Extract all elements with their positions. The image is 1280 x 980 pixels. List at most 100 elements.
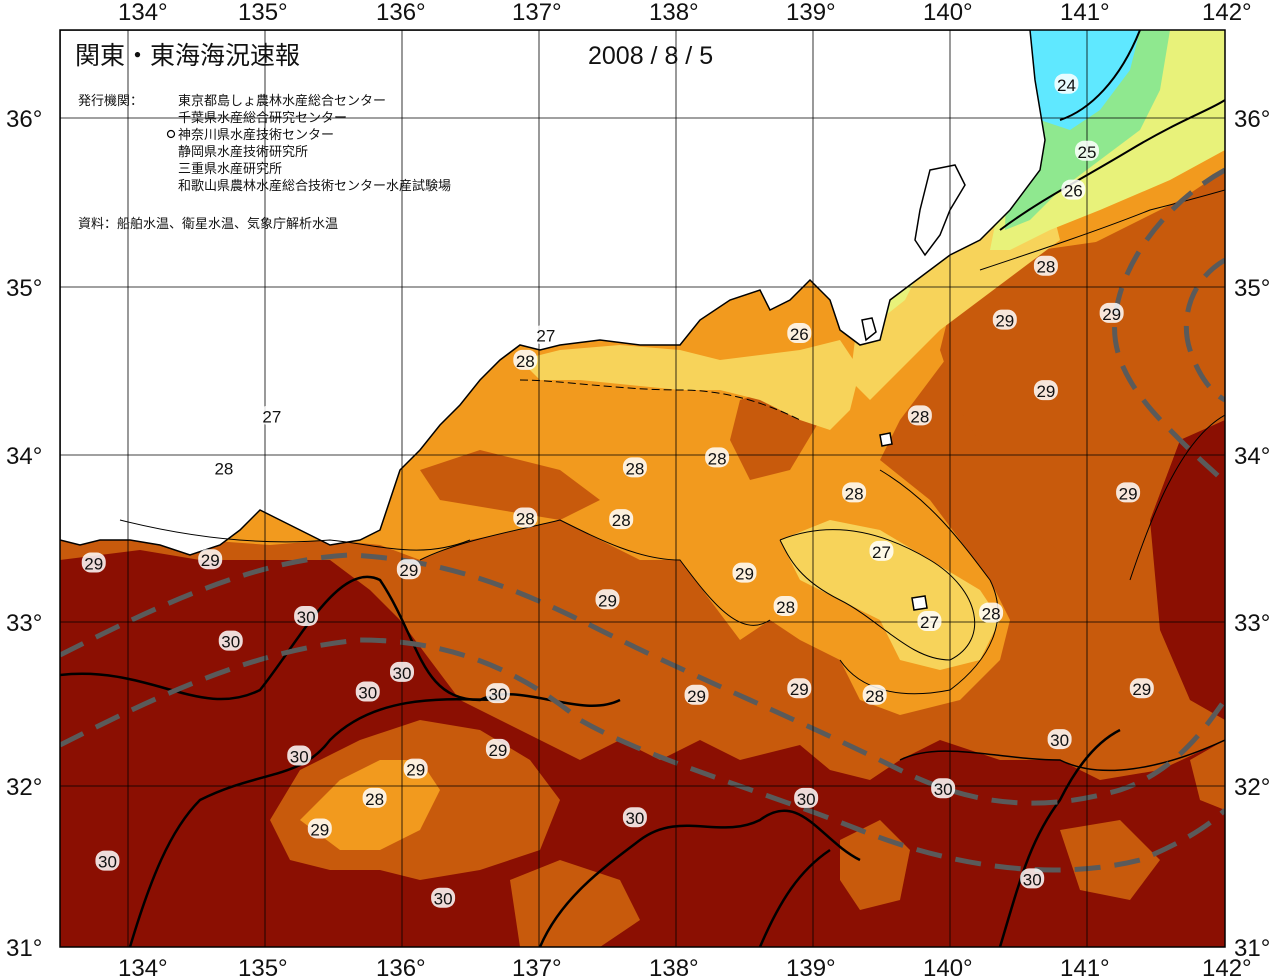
isotherm-value-label: 30 <box>218 630 243 652</box>
isotherm-label-text: 30 <box>797 790 816 809</box>
left-latitude-labels: 36° 35° 34° 33° 32° 31° <box>6 106 42 962</box>
isotherm-value-label: 30 <box>931 778 956 799</box>
isotherm-label-bg <box>931 778 956 799</box>
isotherm-label-bg <box>362 787 387 808</box>
isotherm-label-bg <box>1033 255 1058 276</box>
issuer-block: 発行機関： 東京都島しょ農林水産総合センター 千葉県水産総合研究センター 神奈川… <box>78 93 451 232</box>
sst-band-27-coast <box>520 340 860 430</box>
isotherm-label-bg <box>307 818 332 839</box>
kuroshio-axis <box>60 167 1225 873</box>
lon-label: 140° <box>923 0 973 26</box>
isotherm-label-text: 27 <box>262 407 281 426</box>
isotherm-value-label: 30 <box>1047 729 1072 750</box>
isotherm-label-bg <box>609 509 634 530</box>
lon-label: 134° <box>118 955 168 980</box>
lon-label: 141° <box>1060 0 1110 26</box>
isotherm-label-bg <box>705 447 730 468</box>
isotherm-label-text: 30 <box>98 853 117 872</box>
isotherm-label-bg <box>1020 868 1045 889</box>
data-source: 資料：船舶水温、衛星水温、気象庁解析水温 <box>78 216 338 232</box>
isotherm-label-bg <box>390 661 414 682</box>
isotherm-value-label: 29 <box>307 818 332 839</box>
isotherm-label-bg <box>1047 729 1072 750</box>
isotherm-label-text: 29 <box>790 680 809 699</box>
isotherm-label-bg <box>485 683 510 704</box>
isotherm-label-text: 30 <box>934 780 953 799</box>
lon-label: 135° <box>238 955 288 980</box>
lat-label: 36° <box>1234 106 1270 133</box>
lon-label: 140° <box>923 955 973 980</box>
isotherm-value-label: 30 <box>622 807 647 828</box>
isotherm-label-bg <box>198 549 223 570</box>
land-miyake <box>879 432 893 447</box>
lon-label: 134° <box>118 0 168 26</box>
lon-label: 136° <box>376 955 426 980</box>
isotherm-label-text: 28 <box>910 407 929 426</box>
isotherm-label-text: 29 <box>687 687 706 706</box>
isotherm-label-text: 30 <box>625 809 644 828</box>
isotherm-label-bg <box>992 309 1017 330</box>
isotherm-label-text: 25 <box>1078 143 1097 162</box>
isotherm-value-label: 29 <box>1116 482 1141 503</box>
lon-label: 137° <box>512 955 562 980</box>
isotherm-label-text: 28 <box>982 605 1001 624</box>
isotherm-value-label: 28 <box>907 405 932 426</box>
isotherm-label-bg <box>869 540 894 561</box>
sst-band-29-patch-a <box>510 860 640 947</box>
isotherm-value-label: 29 <box>396 559 421 580</box>
isotherm-label-text: 30 <box>488 685 507 704</box>
isotherm-label-bg <box>485 738 510 759</box>
isotherm-value-label: 30 <box>95 850 120 872</box>
isotherm-label-text: 28 <box>845 484 864 503</box>
isotherm-label-bg <box>1061 179 1086 200</box>
isotherm-value-label: 29 <box>1033 380 1058 401</box>
isotherm-label-text: 29 <box>488 741 507 760</box>
isotherm-label-bg <box>1054 73 1079 94</box>
isotherm-label-text: 29 <box>1119 484 1138 503</box>
isotherm-value-label: 28 <box>609 509 634 530</box>
isotherm-label-bg <box>294 605 319 626</box>
isotherm-label-text: 29 <box>1102 305 1121 324</box>
isotherm-label-text: 29 <box>1132 680 1151 699</box>
lat-label: 33° <box>6 610 42 637</box>
isotherm-label-bg <box>862 684 887 705</box>
isotherm-label-text: 30 <box>434 890 453 909</box>
isotherm-value-label: 27 <box>533 324 558 346</box>
isotherm-value-label: 30 <box>485 683 510 704</box>
isotherm-label-text: 28 <box>625 459 644 478</box>
isotherm-label-text: 30 <box>358 684 377 703</box>
isotherm-value-label: 30 <box>794 787 819 809</box>
sst-band-29-east <box>1190 740 1225 810</box>
isotherm-label-bg <box>773 595 798 616</box>
land-honshu <box>60 30 1046 556</box>
isotherm-label-bg <box>794 787 819 808</box>
isotherm-value-label: 30 <box>294 605 319 627</box>
isotherm-value-label: 29 <box>684 684 709 706</box>
isotherm-value-label: 30 <box>1020 868 1045 889</box>
isotherm-label-bg <box>684 684 709 705</box>
isotherm-label-text: 24 <box>1057 76 1076 95</box>
isotherm-value-label: 30 <box>355 681 380 703</box>
isotherm-label-bg <box>595 589 620 610</box>
isotherm-label-bg <box>787 323 812 344</box>
lat-label: 32° <box>1234 774 1270 801</box>
issuer-label: 発行機関： <box>78 94 143 109</box>
isotherm-label-bg <box>1129 678 1154 699</box>
isotherm-label-bg <box>403 758 428 779</box>
isotherm-value-label: 30 <box>287 745 312 766</box>
isotherm-label-text: 29 <box>84 555 103 574</box>
isotherm-label-bg <box>842 482 867 503</box>
isotherm-value-label: 29 <box>198 549 223 570</box>
lon-label: 137° <box>512 0 562 26</box>
sst-band-29-inner-a <box>420 450 600 520</box>
isotherm-value-label: 27 <box>869 540 894 562</box>
isotherm-value-label: 25 <box>1075 140 1099 162</box>
isotherm-label-bg <box>1075 140 1099 161</box>
isotherm-label-bg <box>1116 482 1141 503</box>
isotherm-label-bg <box>732 562 757 583</box>
issuer-item: 千葉県水産総合研究センター <box>178 110 347 126</box>
isotherm-label-text: 28 <box>516 352 535 371</box>
isotherm-label-text: 29 <box>995 312 1014 331</box>
isotherm-label-bg <box>622 807 647 828</box>
